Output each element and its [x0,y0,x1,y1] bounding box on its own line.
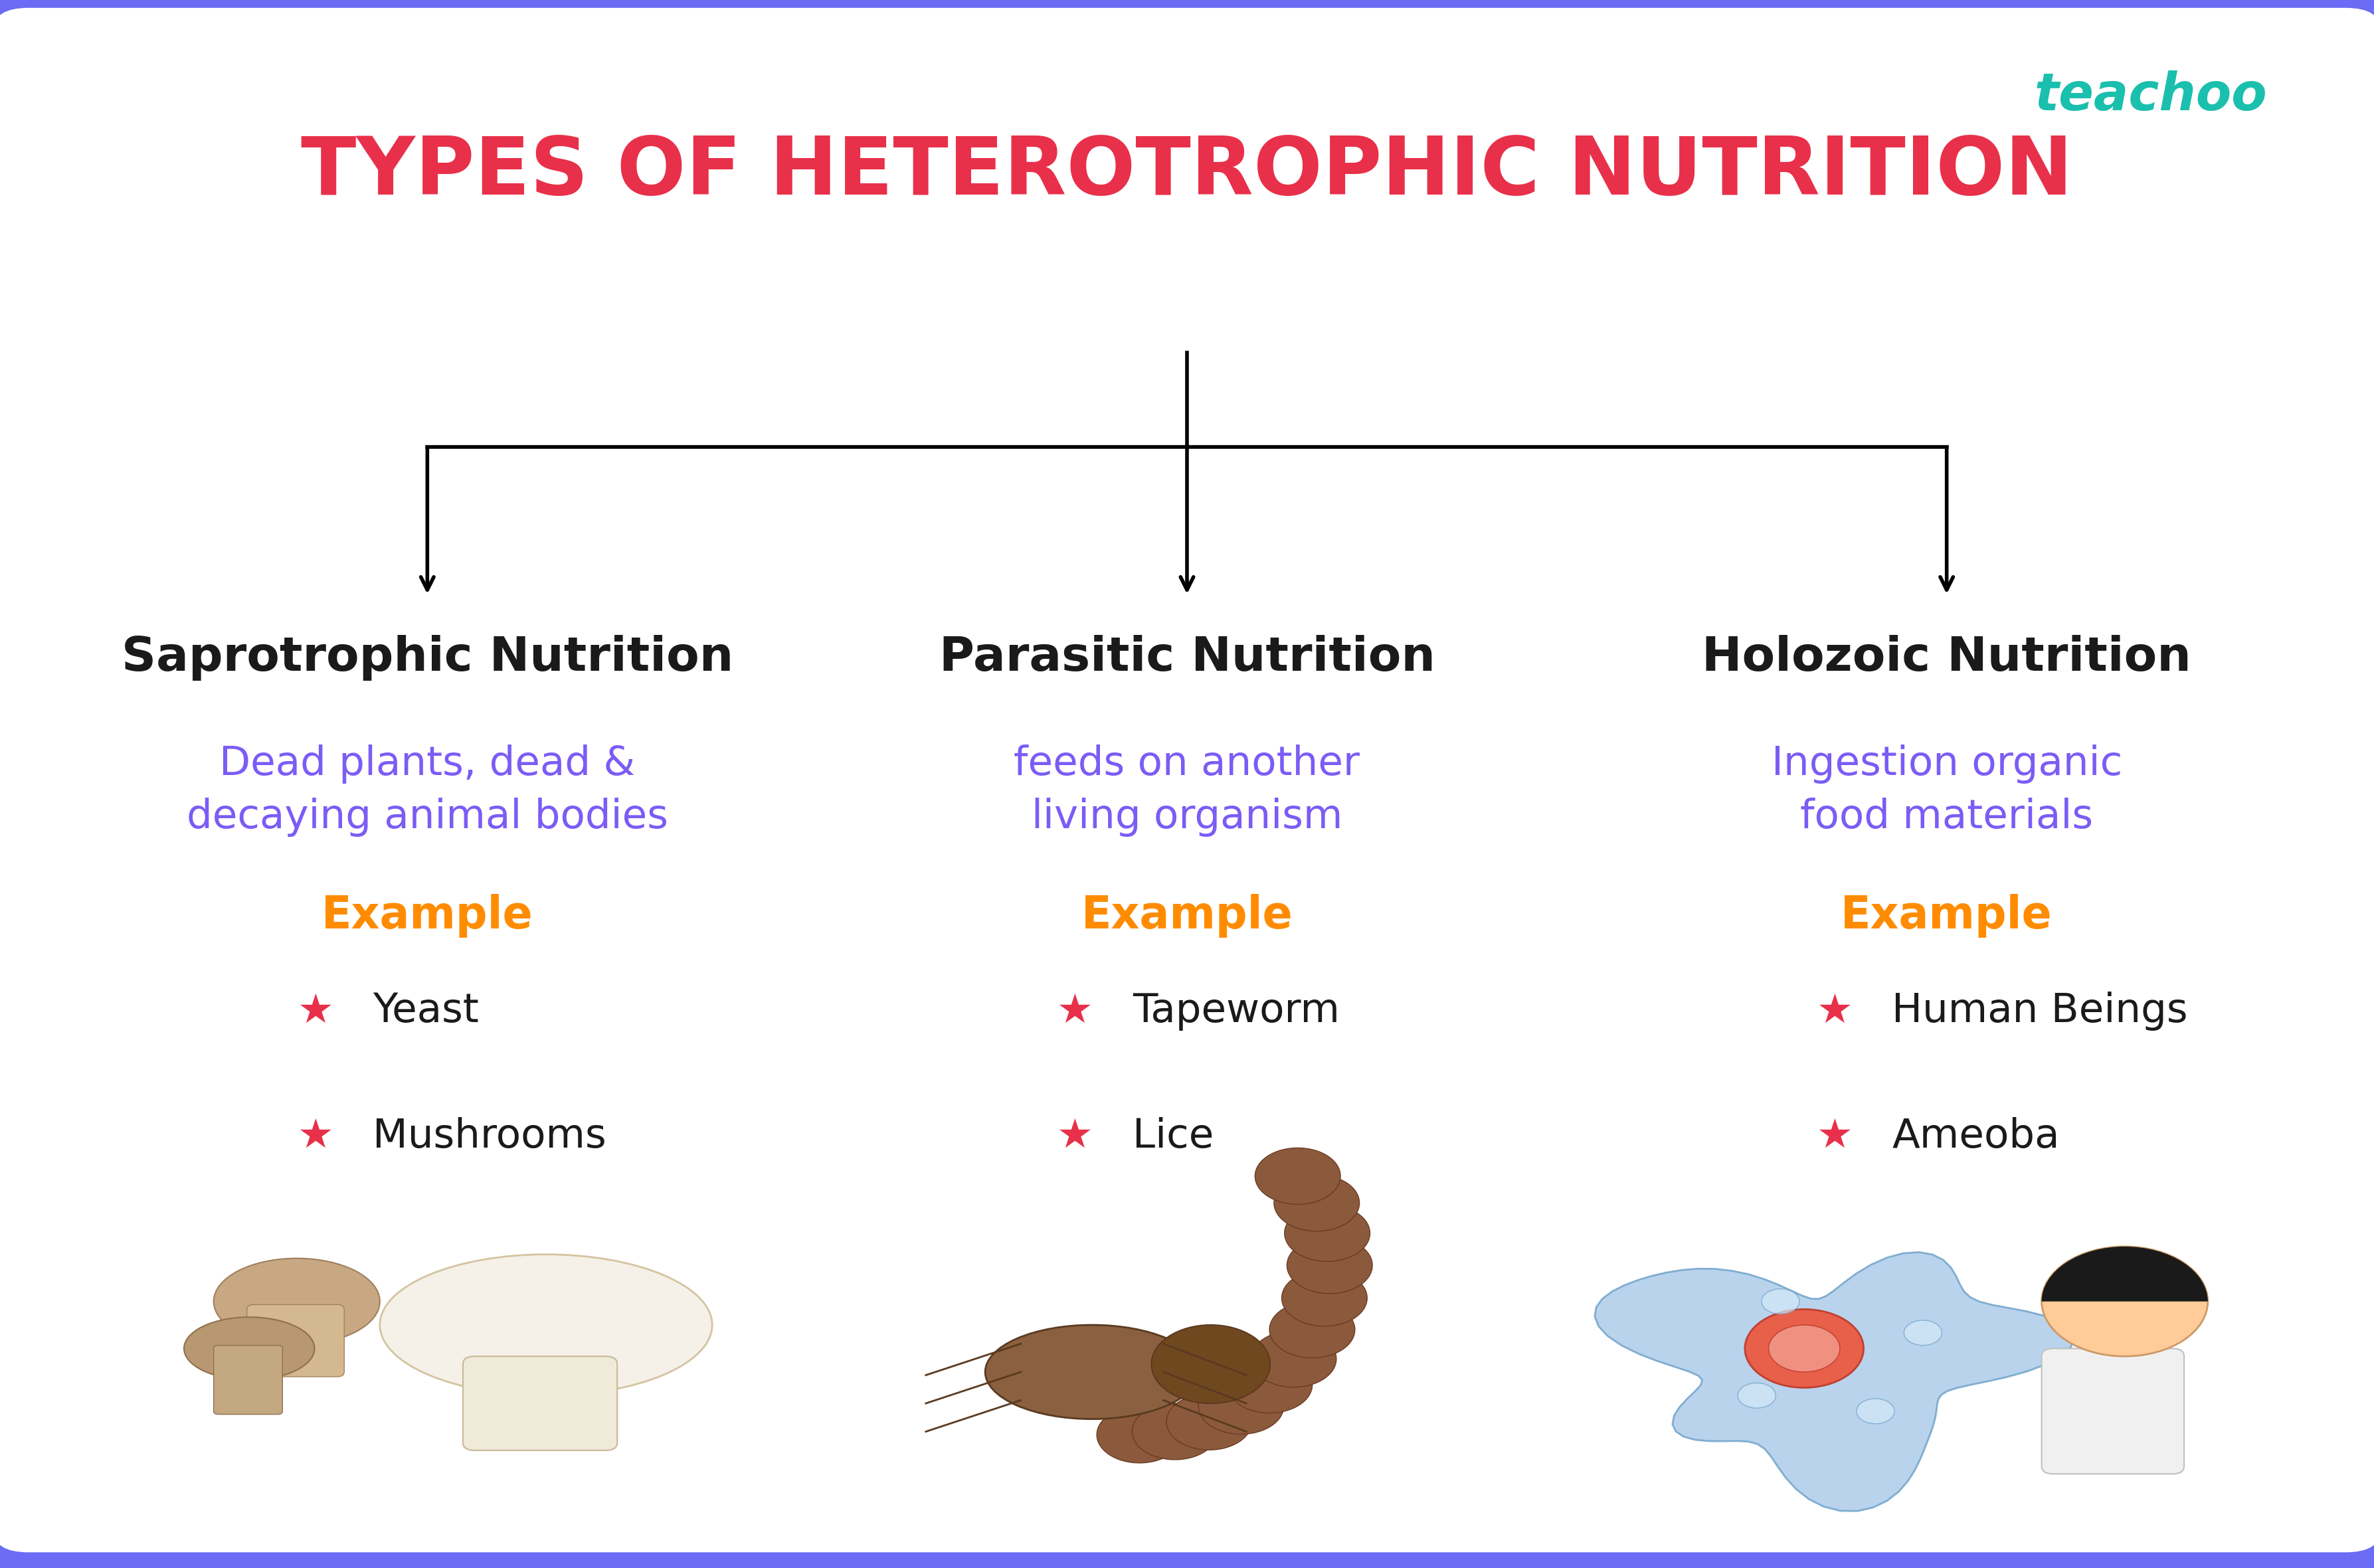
Polygon shape [1595,1253,2075,1512]
Text: Saprotrophic Nutrition: Saprotrophic Nutrition [121,635,734,681]
Ellipse shape [985,1325,1199,1419]
Text: feeds on another
living organism: feeds on another living organism [1014,745,1360,837]
Text: • •: • • [2106,1290,2120,1303]
Circle shape [1132,1403,1218,1460]
FancyBboxPatch shape [247,1305,344,1377]
Text: teachoo: teachoo [2035,71,2267,121]
Text: Lice: Lice [1132,1118,1213,1156]
Circle shape [1738,1383,1776,1408]
Circle shape [1284,1204,1370,1261]
Text: Mushrooms: Mushrooms [373,1118,605,1156]
Text: Ingestion organic
food materials: Ingestion organic food materials [1771,745,2122,837]
Text: TYPES OF HETEROTROPHIC NUTRITION: TYPES OF HETEROTROPHIC NUTRITION [301,133,2073,212]
Circle shape [1856,1399,1894,1424]
Text: ★: ★ [1056,1118,1092,1156]
Text: Holozoic Nutrition: Holozoic Nutrition [1702,635,2191,681]
FancyBboxPatch shape [463,1356,617,1450]
Text: ★: ★ [1816,1118,1852,1156]
FancyBboxPatch shape [2042,1348,2184,1474]
Ellipse shape [380,1254,712,1396]
Circle shape [1270,1301,1356,1358]
Text: Tapeworm: Tapeworm [1132,993,1339,1030]
FancyBboxPatch shape [214,1345,283,1414]
Text: Example: Example [320,894,534,938]
Circle shape [1097,1406,1182,1463]
Circle shape [1287,1237,1372,1294]
Circle shape [1745,1309,1864,1388]
Text: ★: ★ [1816,993,1852,1030]
Circle shape [1275,1174,1360,1231]
Circle shape [1251,1331,1337,1388]
Circle shape [1904,1320,1942,1345]
Text: Parasitic Nutrition: Parasitic Nutrition [940,635,1434,681]
Text: ★: ★ [297,993,332,1030]
Text: Human Beings: Human Beings [1892,993,2189,1030]
Circle shape [1166,1394,1251,1450]
Circle shape [1282,1270,1367,1327]
Text: ★: ★ [1056,993,1092,1030]
Text: Example: Example [1840,894,2054,938]
Circle shape [1762,1289,1799,1314]
Text: Ameoba: Ameoba [1892,1118,2061,1156]
Ellipse shape [185,1317,313,1380]
Circle shape [1256,1148,1341,1204]
Wedge shape [2042,1247,2208,1301]
Circle shape [1151,1325,1270,1403]
Text: ★: ★ [297,1118,332,1156]
Text: Dead plants, dead &
decaying animal bodies: Dead plants, dead & decaying animal bodi… [188,745,667,837]
Circle shape [1769,1325,1840,1372]
Text: Example: Example [1080,894,1294,938]
Ellipse shape [214,1258,380,1345]
Circle shape [1227,1356,1313,1413]
Text: Yeast: Yeast [373,993,480,1030]
Circle shape [2042,1247,2208,1356]
Circle shape [1199,1378,1284,1435]
